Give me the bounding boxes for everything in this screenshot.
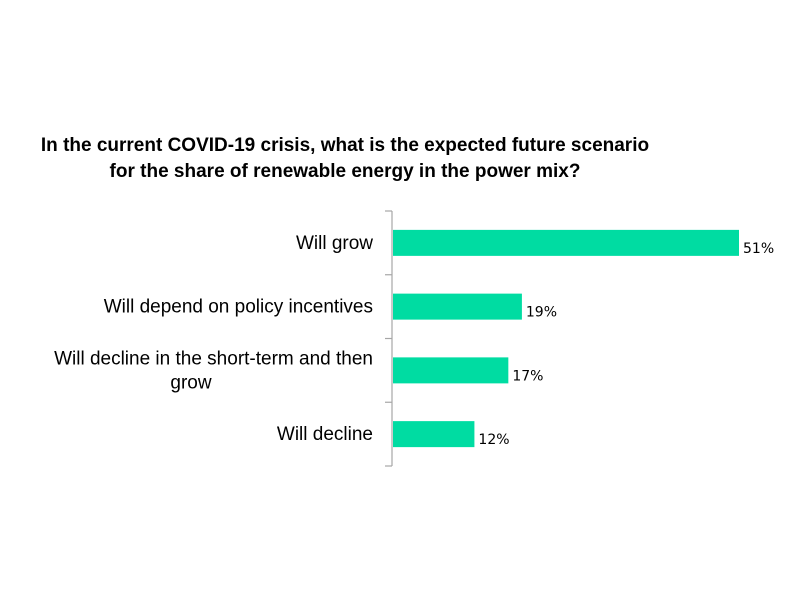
bars — [393, 229, 739, 448]
category-label-line: Will decline — [277, 424, 373, 445]
value-label: 19% — [526, 305, 557, 321]
category-label: Will decline — [277, 424, 373, 445]
chart-title: In the current COVID-19 crisis, what is … — [0, 133, 690, 185]
bar — [393, 357, 509, 384]
category-label-line: Will depend on policy incentives — [104, 297, 373, 318]
bar — [393, 229, 739, 256]
category-axis — [385, 210, 393, 467]
category-label: Will decline in the short-term and then g… — [54, 348, 373, 393]
bar — [393, 421, 475, 448]
value-label: 51% — [743, 241, 774, 257]
category-label: Will grow — [296, 233, 373, 254]
category-label: Will depend on policy incentives — [104, 297, 373, 318]
category-label-line: grow — [170, 372, 211, 393]
category-label-line: Will grow — [296, 233, 373, 254]
category-label-line: Will decline in the short-term and then — [54, 348, 373, 369]
chart-title-line-1: In the current COVID-19 crisis, what is … — [40, 135, 650, 156]
category-labels: Will grow Will depend on policy incentive… — [54, 233, 373, 445]
bar — [393, 293, 522, 320]
value-label: 17% — [512, 368, 543, 384]
value-label: 12% — [478, 432, 509, 448]
chart-title-line-2: for the share of renewable energy in the… — [109, 161, 581, 182]
value-labels: 51% 19% 17% 12% — [478, 241, 774, 448]
